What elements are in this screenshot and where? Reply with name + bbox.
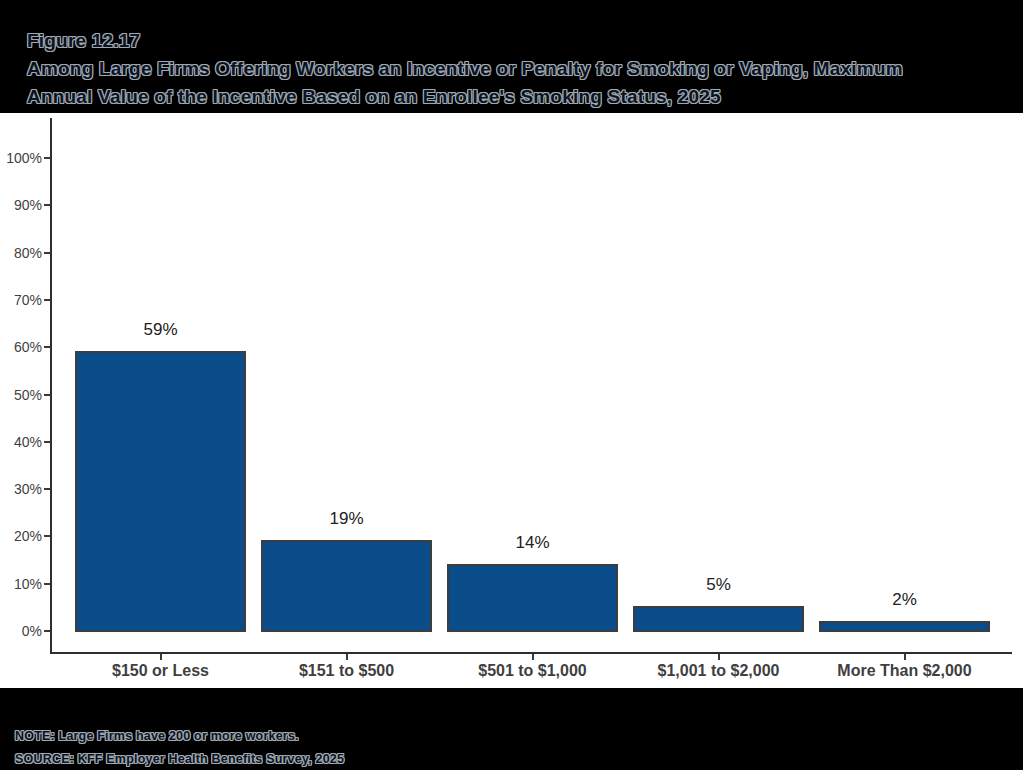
chart-title-line1: Among Large Firms Offering Workers an In… <box>27 55 1007 83</box>
x-tick-mark <box>532 654 534 660</box>
bar-value-label: 14% <box>473 532 593 554</box>
header: Figure 12.17 Among Large Firms Offering … <box>27 27 1007 111</box>
bar-value-label: 19% <box>287 508 407 530</box>
source-text: SOURCE: KFF Employer Health Benefits Sur… <box>15 748 1005 770</box>
category-label: $151 to $500 <box>252 661 442 681</box>
figure-slide: Figure 12.17 Among Large Firms Offering … <box>0 0 1023 770</box>
y-tick-mark <box>44 488 50 490</box>
y-tick-label: 10% <box>0 576 42 592</box>
footer: NOTE: Large Firms have 200 or more worke… <box>15 725 1005 770</box>
y-tick-label: 30% <box>0 481 42 497</box>
bar <box>261 540 432 632</box>
figure-label: Figure 12.17 <box>27 27 1007 55</box>
category-label: $1,001 to $2,000 <box>624 661 814 681</box>
x-tick-mark <box>904 654 906 660</box>
y-tick-label: 50% <box>0 387 42 403</box>
y-tick-mark <box>44 583 50 585</box>
y-tick-mark <box>44 630 50 632</box>
y-axis-line <box>50 118 52 654</box>
y-tick-label: 70% <box>0 292 42 308</box>
chart-title-line2: Annual Value of the Incentive Based on a… <box>27 83 1007 111</box>
x-tick-mark <box>160 654 162 660</box>
y-tick-label: 20% <box>0 528 42 544</box>
y-tick-mark <box>44 346 50 348</box>
y-tick-label: 60% <box>0 339 42 355</box>
y-tick-mark <box>44 252 50 254</box>
note-text: NOTE: Large Firms have 200 or more worke… <box>15 725 1005 748</box>
bar <box>819 621 990 632</box>
y-tick-label: 0% <box>0 623 42 639</box>
y-tick-label: 100% <box>0 150 42 166</box>
y-tick-mark <box>44 204 50 206</box>
bar-value-label: 5% <box>659 574 779 596</box>
category-label: $501 to $1,000 <box>438 661 628 681</box>
y-tick-mark <box>44 535 50 537</box>
y-tick-mark <box>44 394 50 396</box>
x-tick-mark <box>346 654 348 660</box>
bar <box>447 564 618 632</box>
y-tick-label: 40% <box>0 434 42 450</box>
y-tick-mark <box>44 441 50 443</box>
category-label: More Than $2,000 <box>810 661 1000 681</box>
y-tick-mark <box>44 299 50 301</box>
bar-chart: 0% 10% 20% 30% 40% 50% 60% 70% 80% 90% 100% 59% 19%… <box>0 113 1023 688</box>
bar <box>75 351 246 632</box>
y-tick-label: 90% <box>0 197 42 213</box>
bar-value-label: 2% <box>845 589 965 611</box>
y-tick-mark <box>44 157 50 159</box>
bar <box>633 606 804 632</box>
bar-value-label: 59% <box>101 319 221 341</box>
y-tick-label: 80% <box>0 245 42 261</box>
x-tick-mark <box>718 654 720 660</box>
category-label: $150 or Less <box>66 661 256 681</box>
